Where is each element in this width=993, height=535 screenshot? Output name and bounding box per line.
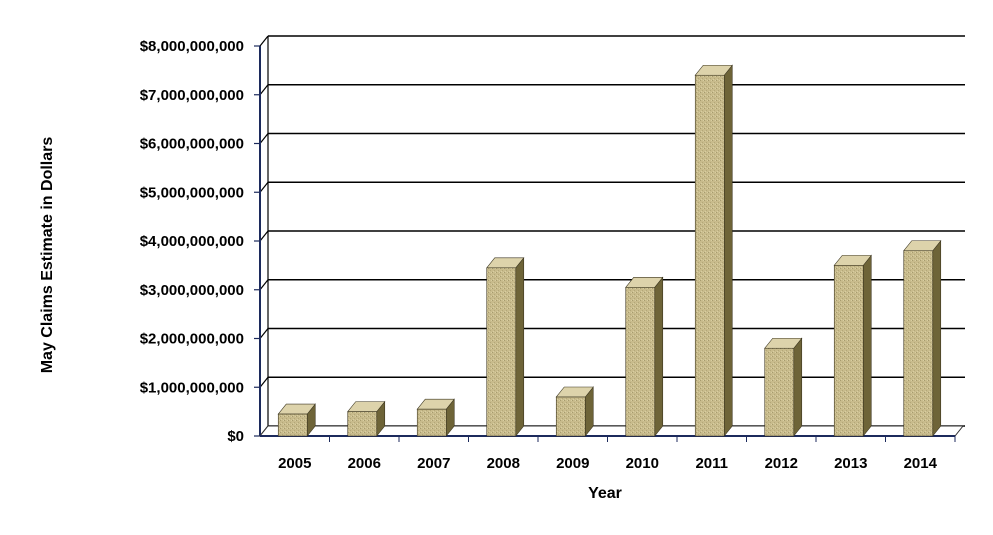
bar-front-face xyxy=(486,267,517,437)
bar-side-face xyxy=(654,276,664,437)
bar-2014 xyxy=(903,239,942,437)
gridline-connector xyxy=(259,328,269,339)
x-tick-label: 2013 xyxy=(834,455,867,472)
gridline-connector xyxy=(259,230,269,242)
y-tick-label: $2,000,000,000 xyxy=(140,331,244,348)
gridline-connector xyxy=(259,279,269,291)
bar-side-face xyxy=(515,256,525,437)
bar-2008 xyxy=(486,256,525,437)
y-tick-label: $3,000,000,000 xyxy=(140,282,244,299)
y-tick-label: $8,000,000,000 xyxy=(140,38,244,55)
bar-side-face xyxy=(862,254,872,437)
bars xyxy=(277,64,942,437)
x-tick-labels: 2005 2006 2007 2008 2009 2010 2011 2012 2013 2014 xyxy=(278,455,938,472)
bar-side-face xyxy=(723,64,733,437)
x-tick-label: 2012 xyxy=(765,455,798,472)
bar-2012 xyxy=(764,337,803,437)
gridline-connector xyxy=(259,133,269,144)
x-tick-label: 2011 xyxy=(695,455,728,472)
x-tick-label: 2005 xyxy=(278,455,311,472)
bar-front-face xyxy=(833,265,864,437)
bar-front-face xyxy=(625,287,656,437)
x-axis-title: Year xyxy=(588,485,622,502)
bar-2013 xyxy=(833,254,872,437)
gridline-connector xyxy=(259,84,269,96)
y-tick-label: $6,000,000,000 xyxy=(140,136,244,153)
gridline-connector xyxy=(259,376,269,388)
y-tick-label: $5,000,000,000 xyxy=(140,184,244,201)
bar-front-face xyxy=(277,413,308,437)
bar-front-face xyxy=(694,74,725,437)
bar-front-face xyxy=(903,250,934,437)
bar-2010 xyxy=(625,276,664,437)
bar-front-face xyxy=(347,411,378,437)
bar-2006 xyxy=(347,400,386,437)
x-tick-label: 2007 xyxy=(417,455,450,472)
gridline-connector xyxy=(259,181,269,193)
bar-front-face xyxy=(416,408,447,437)
bar-front-face xyxy=(555,396,586,437)
bar-side-face xyxy=(932,239,942,437)
bar-2009 xyxy=(555,386,594,437)
gridlines xyxy=(259,35,965,437)
x-tick-label: 2010 xyxy=(626,455,659,472)
bar-2007 xyxy=(416,398,455,437)
gridline-connector xyxy=(259,35,269,47)
bar-2011 xyxy=(694,64,733,437)
bar-side-face xyxy=(793,337,803,437)
x-tick-label: 2014 xyxy=(904,455,938,472)
bar-front-face xyxy=(764,347,795,437)
x-tick-label: 2006 xyxy=(348,455,381,472)
y-axis-title: May Claims Estimate in Dollars xyxy=(39,137,56,374)
y-tick-labels: $0 $1,000,000,000 $2,000,000,000 $3,000,000… xyxy=(140,38,244,445)
y-tick-label: $0 xyxy=(227,428,244,445)
y-tick-label: $7,000,000,000 xyxy=(140,87,244,104)
x-tick-label: 2008 xyxy=(487,455,520,472)
bar-2005 xyxy=(277,403,316,437)
y-tick-label: $4,000,000,000 xyxy=(140,233,244,250)
x-tick-label: 2009 xyxy=(556,455,589,472)
y-tick-label: $1,000,000,000 xyxy=(140,379,244,396)
